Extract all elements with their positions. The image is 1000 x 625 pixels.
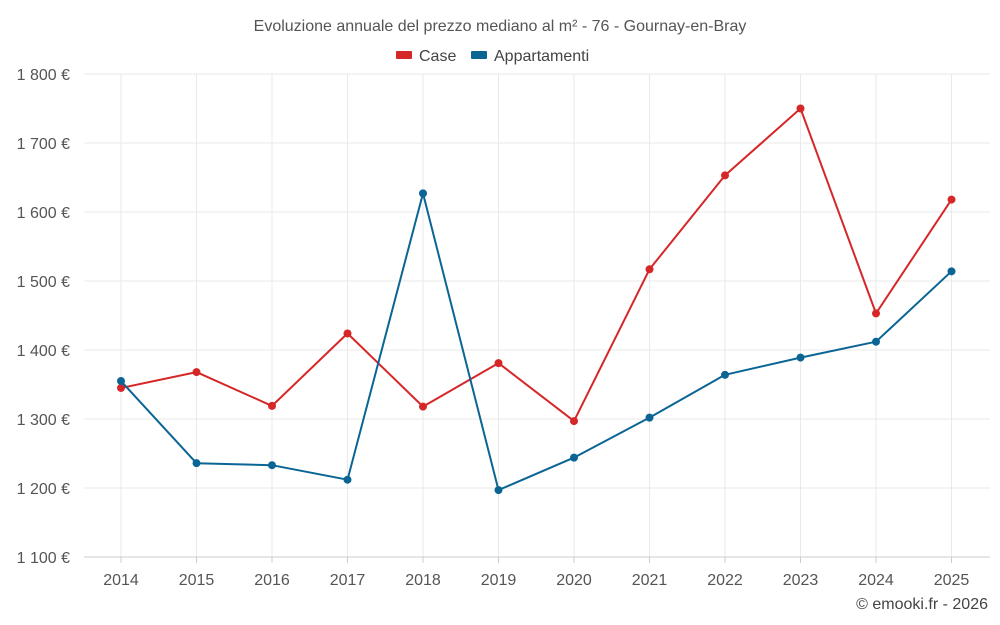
legend-swatch-case bbox=[396, 51, 412, 59]
data-point-case[interactable] bbox=[645, 265, 654, 274]
legend-label-case[interactable]: Case bbox=[419, 48, 456, 65]
chart-title: Evoluzione annuale del prezzo mediano al… bbox=[254, 18, 747, 35]
data-point-case[interactable] bbox=[268, 401, 276, 410]
data-point-appartamenti[interactable] bbox=[947, 267, 956, 276]
x-tick-label: 2014 bbox=[103, 572, 139, 589]
x-tick-label: 2022 bbox=[707, 572, 743, 589]
x-tick-label: 2024 bbox=[858, 572, 894, 589]
data-point-case[interactable] bbox=[343, 329, 352, 338]
x-tick-label: 2016 bbox=[254, 572, 290, 589]
y-tick-label: 1 800 € bbox=[17, 67, 70, 84]
credit-text: © emooki.fr - 2026 bbox=[856, 596, 988, 613]
x-tick-label: 2019 bbox=[481, 572, 517, 589]
series-line-appartamenti[interactable] bbox=[120, 192, 953, 492]
data-point-case[interactable] bbox=[947, 195, 956, 204]
data-point-appartamenti[interactable] bbox=[117, 377, 125, 386]
chart-grid bbox=[84, 73, 990, 563]
data-point-case[interactable] bbox=[419, 402, 427, 411]
data-point-appartamenti[interactable] bbox=[796, 353, 805, 362]
y-tick-label: 1 400 € bbox=[17, 343, 70, 360]
data-point-appartamenti[interactable] bbox=[494, 486, 503, 495]
data-point-case[interactable] bbox=[192, 368, 201, 377]
data-point-case[interactable] bbox=[494, 359, 503, 368]
series-line-case[interactable] bbox=[120, 107, 953, 423]
data-point-appartamenti[interactable] bbox=[570, 453, 578, 462]
y-tick-label: 1 200 € bbox=[17, 481, 70, 498]
x-tick-label: 2018 bbox=[405, 572, 441, 589]
chart-legend: Case Appartamenti bbox=[396, 48, 589, 65]
x-tick-label: 2023 bbox=[783, 572, 819, 589]
data-point-appartamenti[interactable] bbox=[268, 461, 276, 470]
data-point-case[interactable] bbox=[570, 417, 578, 426]
x-tick-label: 2017 bbox=[330, 572, 366, 589]
data-point-case[interactable] bbox=[721, 171, 729, 180]
y-axis-ticks: 1 100 € 1 200 € 1 300 € 1 400 € 1 500 € 1 600… bbox=[17, 67, 70, 567]
legend-label-appartamenti[interactable]: Appartamenti bbox=[494, 48, 589, 65]
x-tick-label: 2020 bbox=[556, 572, 592, 589]
y-tick-label: 1 700 € bbox=[17, 136, 70, 153]
data-point-case[interactable] bbox=[117, 383, 125, 392]
data-point-appartamenti[interactable] bbox=[192, 459, 201, 468]
data-point-case[interactable] bbox=[872, 309, 880, 318]
data-point-appartamenti[interactable] bbox=[419, 189, 427, 198]
y-tick-label: 1 600 € bbox=[17, 205, 70, 222]
data-point-appartamenti[interactable] bbox=[645, 413, 654, 422]
data-point-appartamenti[interactable] bbox=[721, 370, 729, 379]
data-point-appartamenti[interactable] bbox=[872, 337, 880, 346]
x-axis-ticks: 2014 2015 2016 2017 2018 2019 2020 2021 2022 2023… bbox=[103, 572, 969, 589]
legend-swatch-appartamenti bbox=[471, 51, 487, 59]
chart-series bbox=[117, 104, 956, 495]
x-tick-label: 2025 bbox=[934, 572, 970, 589]
y-tick-label: 1 100 € bbox=[17, 550, 70, 567]
x-tick-label: 2015 bbox=[179, 572, 215, 589]
y-tick-label: 1 300 € bbox=[17, 412, 70, 429]
y-tick-label: 1 500 € bbox=[17, 274, 70, 291]
data-point-case[interactable] bbox=[796, 104, 805, 113]
data-point-appartamenti[interactable] bbox=[343, 475, 352, 484]
x-tick-label: 2021 bbox=[632, 572, 668, 589]
